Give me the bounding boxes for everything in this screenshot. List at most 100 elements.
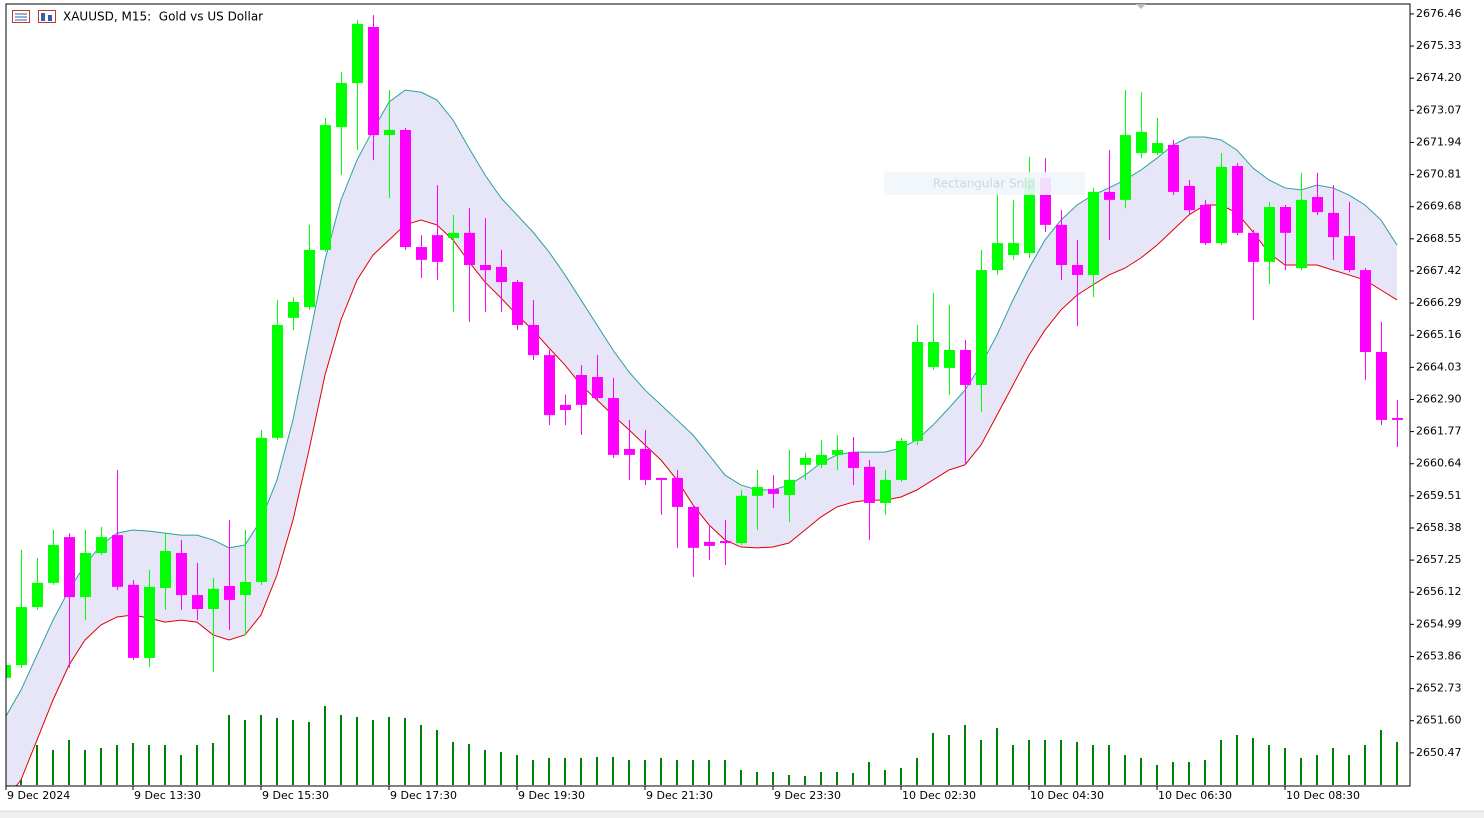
y-tick-label: 2657.25 <box>1416 553 1462 566</box>
candle-body <box>1104 191 1115 200</box>
volume-bar <box>404 718 406 785</box>
volume-bar <box>1012 745 1014 785</box>
volume-bar <box>1380 730 1382 785</box>
volume-bar <box>644 760 646 785</box>
volume-bar <box>100 748 102 785</box>
x-tick-label: 10 Dec 04:30 <box>1030 789 1104 802</box>
candle-body <box>960 349 971 385</box>
y-tick-label: 2664.03 <box>1416 360 1462 373</box>
volume-bar <box>804 776 806 785</box>
volume-bar <box>228 715 230 785</box>
candle-body <box>416 247 427 260</box>
candle-body <box>720 541 731 544</box>
candle-body <box>1136 131 1147 153</box>
candle-body <box>640 448 651 480</box>
candle-body <box>1024 177 1035 254</box>
candle-body <box>992 243 1003 271</box>
candle-body <box>80 552 91 598</box>
volume-bar <box>116 745 118 785</box>
volume-bar <box>484 750 486 785</box>
candle-body <box>368 27 379 136</box>
candle-body <box>256 437 267 582</box>
volume-bar <box>212 743 214 785</box>
candle-body <box>144 586 155 658</box>
candle-body <box>16 607 27 666</box>
x-tick-label: 9 Dec 21:30 <box>646 789 713 802</box>
icon-bar <box>41 13 45 21</box>
y-tick-label: 2651.60 <box>1416 714 1462 727</box>
candle-body <box>432 235 443 262</box>
volume-bar <box>1044 740 1046 785</box>
candle-body <box>304 249 315 308</box>
candle-body <box>160 551 171 588</box>
volume-bar <box>1300 758 1302 785</box>
volume-bar <box>964 725 966 785</box>
volume-bar <box>244 720 246 785</box>
volume-bar <box>756 772 758 785</box>
volume-bar <box>708 760 710 785</box>
candle-body <box>1328 212 1339 238</box>
volume-bar <box>820 772 822 785</box>
candle-body <box>656 477 667 480</box>
x-tick-label: 10 Dec 08:30 <box>1286 789 1360 802</box>
candle-body <box>848 452 859 468</box>
candle-body <box>1184 185 1195 211</box>
volume-bar <box>1236 735 1238 785</box>
volume-bar <box>1140 758 1142 785</box>
volume-bar <box>1252 738 1254 785</box>
volume-bar <box>1332 748 1334 785</box>
y-axis: 2676.46 2675.33 2674.20 2673.07 2671.94 2670.… <box>1410 7 1462 759</box>
candle-body <box>112 535 123 587</box>
candle-body <box>1376 351 1387 420</box>
overlay-label: Rectangular Snip <box>933 177 1035 191</box>
volume-bar <box>308 722 310 785</box>
overlay-box <box>884 172 1085 195</box>
volume-bar <box>372 720 374 785</box>
volume-bar <box>1156 765 1158 785</box>
volume-bar <box>628 760 630 785</box>
volume-bar <box>516 755 518 785</box>
volume-bar <box>356 717 358 785</box>
x-tick-label: 9 Dec 19:30 <box>518 789 585 802</box>
x-tick-label: 10 Dec 02:30 <box>902 789 976 802</box>
volume-bar <box>1348 755 1350 785</box>
status-strip <box>0 811 1484 818</box>
volume-bar <box>948 735 950 785</box>
candle-body <box>352 23 363 84</box>
volume-bar <box>420 725 422 785</box>
volume-bar <box>164 745 166 785</box>
volume-bar <box>260 715 262 785</box>
y-tick-label: 2671.94 <box>1416 135 1462 148</box>
candle-body <box>1008 243 1019 256</box>
candle-body <box>1312 197 1323 213</box>
volume-bar <box>660 758 662 785</box>
candle-body <box>1296 199 1307 269</box>
volume-bar <box>836 772 838 785</box>
candle-body <box>1232 166 1243 233</box>
x-tick-label: 9 Dec 23:30 <box>774 789 841 802</box>
candle-body <box>1168 145 1179 192</box>
shift-marker <box>1136 4 1146 9</box>
volume-bar <box>1204 760 1206 785</box>
candle-body <box>1248 232 1259 262</box>
volume-bar <box>500 752 502 785</box>
candle-body <box>1280 206 1291 233</box>
candle-body <box>96 537 107 553</box>
candle-body <box>544 355 555 416</box>
y-tick-label: 2653.86 <box>1416 649 1462 662</box>
candle-body <box>896 440 907 480</box>
candle-body <box>688 506 699 548</box>
candle-body <box>336 83 347 128</box>
y-tick-label: 2654.99 <box>1416 617 1462 630</box>
chart-title: XAUUSD, M15: Gold vs US Dollar <box>63 10 263 24</box>
candle-body <box>624 448 635 455</box>
y-tick-label: 2660.64 <box>1416 457 1462 470</box>
volume-bar <box>900 768 902 785</box>
y-tick-label: 2667.42 <box>1416 264 1462 277</box>
volume-bar <box>916 758 918 785</box>
candle-body <box>1264 206 1275 262</box>
candle-body <box>976 270 987 385</box>
volume-bar <box>452 742 454 785</box>
